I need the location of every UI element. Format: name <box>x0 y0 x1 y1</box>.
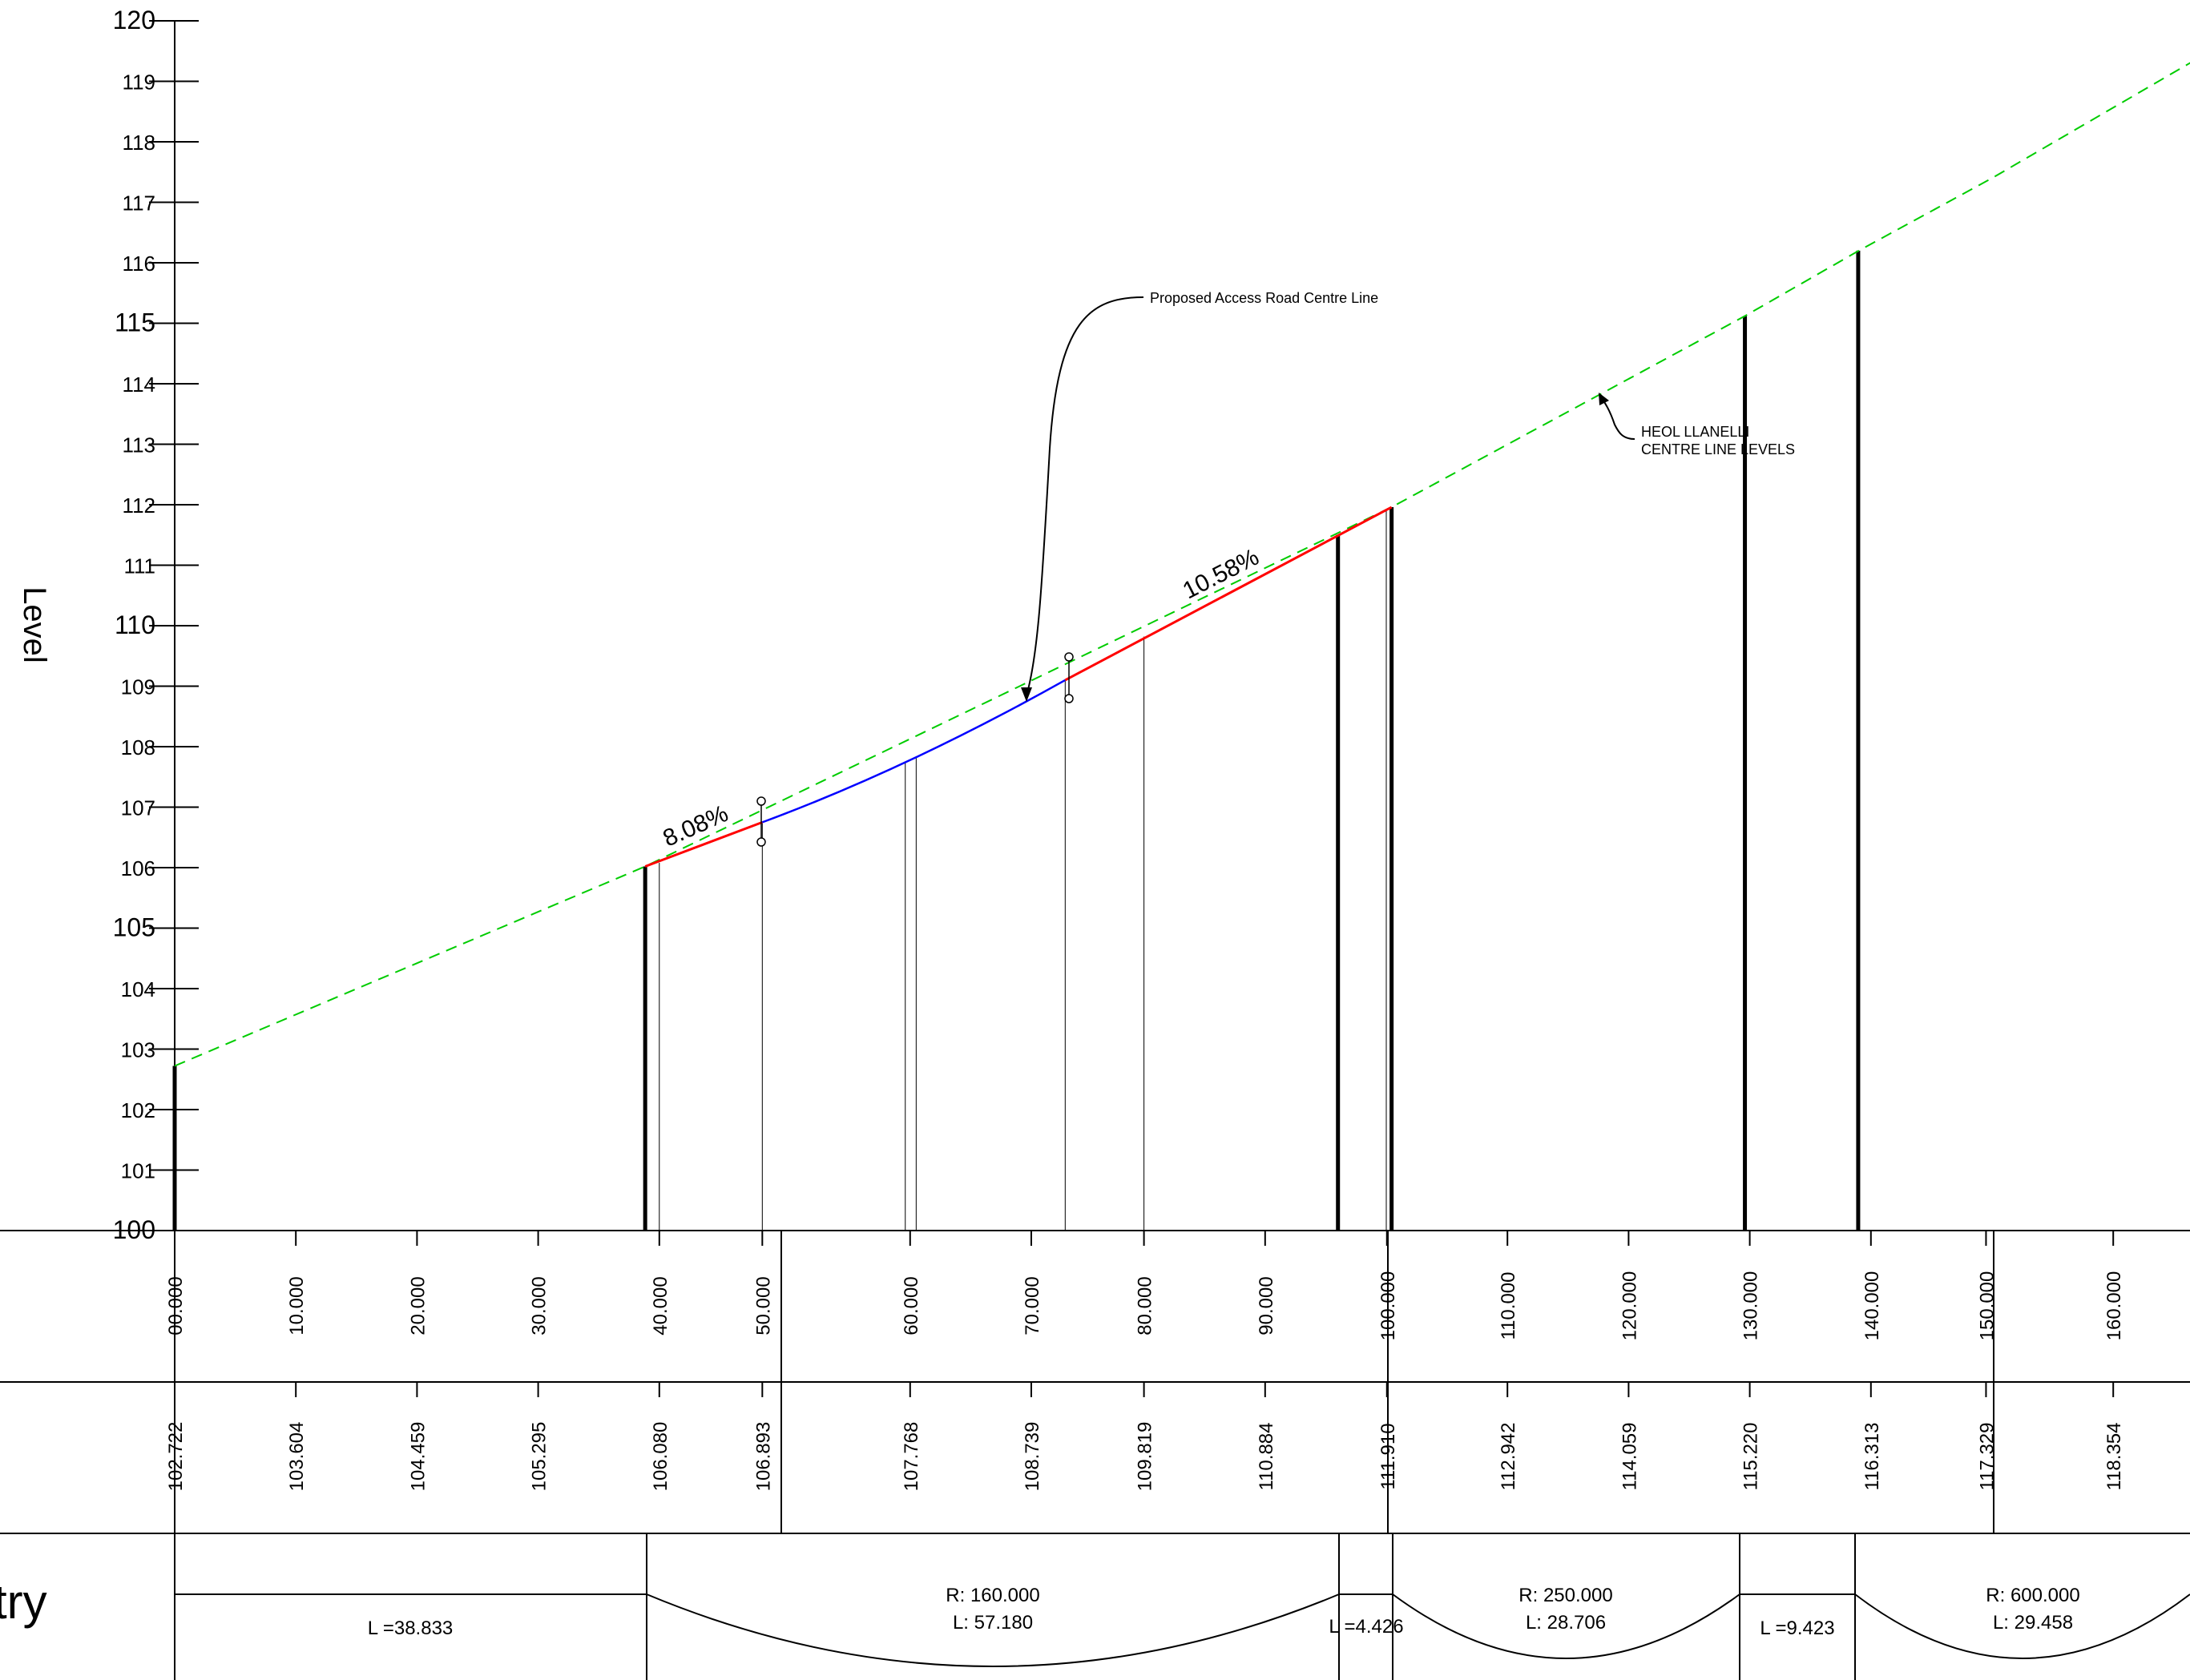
level-band-value: 103.604 <box>286 1422 308 1492</box>
proposed-straight-2 <box>1064 506 1393 682</box>
chainage-value: 10.000 <box>286 1276 308 1335</box>
curve-length-label: L: 28.706 <box>1526 1612 1606 1634</box>
level-tick-label: 107 <box>121 796 155 820</box>
chainage-value: 160.000 <box>2103 1271 2125 1341</box>
band-table: 00.000 10.000 20.000 30.000 40.000 50.000 60.0… <box>0 1230 2190 1680</box>
heol-llanelli-callout: HEOL LLANELLI CENTRE LINE LEVELS <box>1599 393 1795 457</box>
curve-end-marker <box>1064 694 1074 703</box>
level-band: 102.722 103.604 104.459 105.295 106.080 106.8… <box>165 1382 2125 1492</box>
level-tick-label: 113 <box>123 433 155 457</box>
leader-arrow-icon <box>1021 687 1032 702</box>
chainage-value: 120.000 <box>1619 1271 1640 1341</box>
level-band-value: 115.220 <box>1740 1423 1762 1491</box>
curve-radius-label: R: 250.000 <box>1518 1585 1612 1606</box>
chainage-value: 00.000 <box>165 1276 187 1335</box>
heol-label-line2: CENTRE LINE LEVELS <box>1641 441 1795 457</box>
level-tick-label: 110 <box>115 610 155 639</box>
chainage-value: 130.000 <box>1740 1271 1762 1341</box>
chainage-value: 140.000 <box>1861 1271 1883 1341</box>
leader-arrow-icon <box>1599 393 1609 405</box>
level-tick-label: 101 <box>121 1159 155 1183</box>
chainage-value: 150.000 <box>1976 1271 1998 1341</box>
level-tick-label: 105 <box>113 913 155 942</box>
heol-label-line1: HEOL LLANELLI <box>1641 424 1749 440</box>
chainage-value: 110.000 <box>1498 1272 1519 1340</box>
level-axis-title: Level <box>17 586 52 663</box>
level-tick-label: 103 <box>121 1038 155 1062</box>
chainage-value: 50.000 <box>752 1276 774 1335</box>
level-band-value: 111.910 <box>1377 1423 1399 1489</box>
level-ticks: 1001011021031041051061071081091101111121… <box>113 6 199 1244</box>
geometry-band-label: try <box>0 1575 47 1629</box>
chainage-value: 100.000 <box>1377 1271 1399 1341</box>
chainage-value: 80.000 <box>1135 1276 1156 1335</box>
level-tick-label: 119 <box>123 71 155 95</box>
geometry-curve <box>646 1593 1340 1667</box>
proposed-straight-1 <box>644 820 763 868</box>
level-band-value: 106.080 <box>650 1422 672 1492</box>
curve-start-marker <box>756 796 766 806</box>
level-band-value: 117.329 <box>1976 1423 1998 1491</box>
level-tick-label: 114 <box>123 373 155 397</box>
chainage-value: 20.000 <box>407 1276 429 1335</box>
chainage-value: 30.000 <box>529 1276 551 1335</box>
level-tick-label: 109 <box>121 675 155 699</box>
curve-length-label: L: 29.458 <box>1993 1612 2073 1634</box>
straight-length-label: L =9.423 <box>1760 1618 1834 1639</box>
curve-end-marker <box>1064 652 1074 662</box>
chainage-value: 90.000 <box>1256 1276 1277 1335</box>
level-band-value: 108.739 <box>1022 1422 1043 1492</box>
level-band-value: 102.722 <box>165 1422 187 1492</box>
level-tick-label: 111 <box>123 554 155 578</box>
curve-markers <box>756 652 1074 847</box>
access-road-callout: Proposed Access Road Centre Line <box>1021 290 1378 702</box>
curve-length-label: L: 57.180 <box>953 1612 1033 1634</box>
straight-length-label: L =4.426 <box>1329 1616 1403 1638</box>
chainage-value: 40.000 <box>650 1276 672 1335</box>
proposed-vertical-curve <box>761 679 1066 824</box>
geometry-curve <box>1392 1593 1740 1659</box>
chainage-band: 00.000 10.000 20.000 30.000 40.000 50.000 60.0… <box>165 1231 2125 1341</box>
station-drop-lines <box>172 250 1861 1231</box>
chainage-value: 60.000 <box>901 1276 922 1335</box>
existing-road-centre-line <box>174 62 2190 1067</box>
level-tick-label: 118 <box>123 131 155 155</box>
level-band-value: 110.884 <box>1256 1423 1277 1491</box>
straight-length-label: L =38.833 <box>368 1618 454 1639</box>
curve-radius-label: R: 160.000 <box>946 1585 1039 1606</box>
band-grid <box>0 1230 2190 1680</box>
geometry-curve <box>1854 1593 2190 1659</box>
level-tick-label: 120 <box>113 6 155 34</box>
geometry-band: try L =38.833 R: 160.000 L: 57.180 L =4.… <box>0 1533 2190 1680</box>
curve-start-marker <box>756 837 766 847</box>
grade-label: 10.58% <box>1179 544 1264 605</box>
proposed-road-centre-line <box>644 506 1393 868</box>
level-band-value: 116.313 <box>1861 1423 1883 1491</box>
level-tick-label: 108 <box>121 735 155 759</box>
level-tick-label: 116 <box>123 252 155 276</box>
level-band-value: 109.819 <box>1135 1422 1156 1492</box>
level-band-value: 105.295 <box>529 1422 551 1492</box>
level-band-value: 118.354 <box>2103 1423 2125 1491</box>
level-tick-label: 106 <box>121 856 155 880</box>
access-road-label: Proposed Access Road Centre Line <box>1150 290 1378 306</box>
level-band-value: 107.768 <box>901 1422 922 1492</box>
level-band-value: 106.893 <box>752 1422 774 1492</box>
level-tick-label: 104 <box>121 977 155 1001</box>
level-tick-label: 117 <box>123 191 155 216</box>
chainage-value: 70.000 <box>1022 1276 1043 1335</box>
grade-label: 8.08% <box>659 800 732 852</box>
level-tick-label: 115 <box>115 308 155 337</box>
level-band-value: 104.459 <box>407 1422 429 1492</box>
level-tick-label: 102 <box>121 1098 155 1122</box>
level-band-value: 112.942 <box>1498 1423 1519 1491</box>
level-tick-label: 112 <box>123 494 155 518</box>
curve-radius-label: R: 600.000 <box>1986 1585 2079 1606</box>
level-axis: 1001011021031041051061071081091101111121… <box>17 6 199 1244</box>
level-band-value: 114.059 <box>1619 1423 1640 1491</box>
